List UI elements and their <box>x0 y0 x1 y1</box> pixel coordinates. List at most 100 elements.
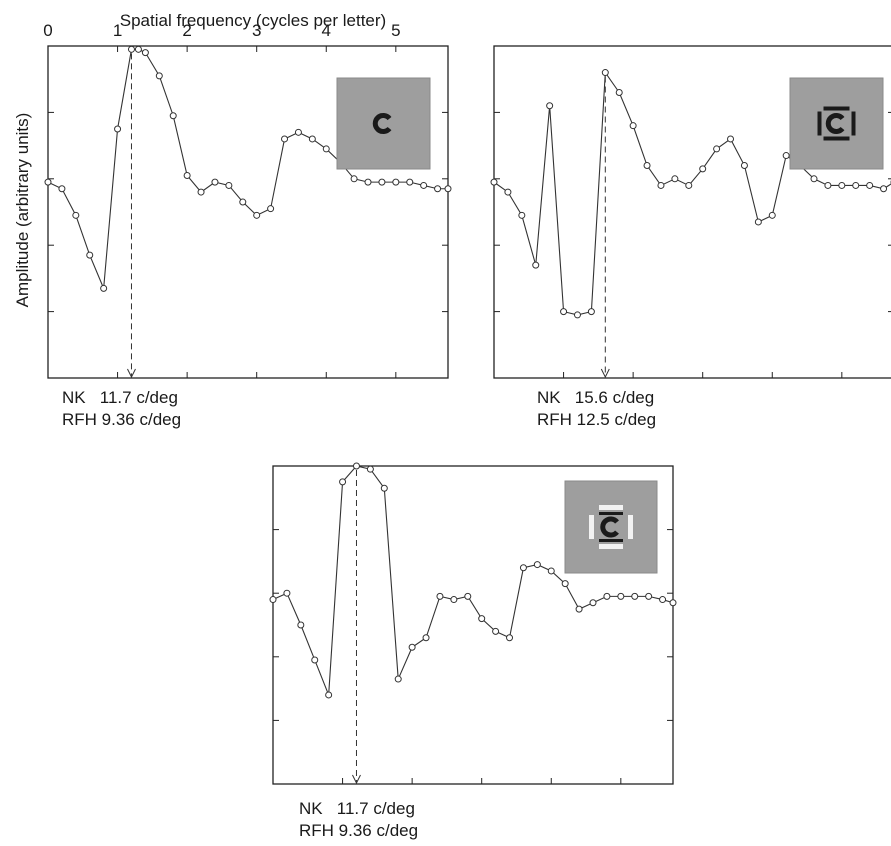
data-point <box>631 592 639 600</box>
x-tick-label: 3 <box>252 21 261 40</box>
data-point <box>866 181 874 189</box>
x-tick-label: 1 <box>113 21 122 40</box>
data-point <box>685 181 693 189</box>
data-point <box>394 675 402 683</box>
data-point <box>713 145 721 153</box>
y-axis-label: Amplitude (arbitrary units) <box>13 113 32 308</box>
x-tick-label: 5 <box>391 21 400 40</box>
flanker-top <box>599 505 623 510</box>
data-point <box>364 178 372 186</box>
data-point <box>322 145 330 153</box>
chart-panel-top-left: 0 1 2 3 4 5 NK 11.7 c/deg RFH 9.36 c/deg <box>43 21 452 429</box>
flanker-bottom <box>823 136 850 141</box>
plot-frame <box>493 45 891 379</box>
data-point <box>406 178 414 186</box>
x-tick-label: 4 <box>322 21 331 40</box>
data-point <box>560 308 568 316</box>
inner-bar-bottom <box>599 539 623 542</box>
data-point <box>297 621 305 629</box>
data-point <box>350 175 358 183</box>
peak-arrow-head <box>352 774 361 785</box>
flanker-right <box>628 515 633 539</box>
annotation-line: NK 11.7 c/deg <box>299 799 415 818</box>
top-axis-label: Spatial frequency (cycles per letter) <box>120 11 386 30</box>
data-point <box>380 484 388 492</box>
letter-c-glyph <box>372 113 392 134</box>
data-point <box>615 88 623 96</box>
chart-panel-top-right: NK 15.6 c/deg RFH 12.5 c/deg <box>490 45 891 429</box>
data-point <box>532 261 540 269</box>
data-point <box>366 465 374 473</box>
data-point <box>197 188 205 196</box>
stimulus-background <box>336 77 431 170</box>
data-point <box>838 181 846 189</box>
data-point <box>434 185 442 193</box>
data-point <box>155 72 163 80</box>
data-point <box>392 178 400 186</box>
inner-bar-top <box>599 512 623 515</box>
data-point <box>239 198 247 206</box>
data-point <box>464 592 472 600</box>
annotation-line: NK 15.6 c/deg <box>537 388 654 407</box>
data-point <box>339 478 347 486</box>
data-point <box>573 311 581 319</box>
data-point <box>127 45 135 53</box>
data-point <box>281 135 289 143</box>
data-point <box>657 181 665 189</box>
data-point <box>768 211 776 219</box>
data-point <box>603 592 611 600</box>
data-point <box>422 634 430 642</box>
data-point <box>444 185 452 193</box>
data-point <box>617 592 625 600</box>
stimulus-letter-c-alone-icon <box>336 77 431 170</box>
data-point <box>754 218 762 226</box>
data-point <box>669 599 677 607</box>
chart-panel-bottom-center: NK 11.7 c/deg RFH 9.36 c/deg <box>269 462 677 840</box>
plot-frame <box>272 465 674 785</box>
annotation-line: RFH 9.36 c/deg <box>62 410 181 429</box>
data-point <box>294 128 302 136</box>
data-point <box>378 178 386 186</box>
data-point <box>134 45 142 53</box>
data-point <box>311 656 319 664</box>
data-point <box>645 592 653 600</box>
stimulus-background <box>789 77 884 170</box>
flanker-top <box>823 106 850 111</box>
data-point <box>547 567 555 575</box>
stimulus-letter-c-with-flankers-icon <box>789 77 884 170</box>
panels-group: 0 1 2 3 4 5 NK 11.7 c/deg RFH 9.36 c/deg NK 15.6… <box>43 21 891 840</box>
data-point <box>504 188 512 196</box>
data-point <box>643 162 651 170</box>
data-point <box>183 171 191 179</box>
stimulus-letter-c-with-thin-flankers-icon <box>564 480 658 574</box>
data-point <box>267 205 275 213</box>
data-point <box>587 308 595 316</box>
data-point <box>629 122 637 130</box>
data-point <box>211 178 219 186</box>
data-point <box>518 211 526 219</box>
data-point <box>490 178 498 186</box>
data-point <box>852 181 860 189</box>
data-point <box>114 125 122 133</box>
plot-frame <box>47 45 449 379</box>
data-point <box>58 185 66 193</box>
data-point <box>824 181 832 189</box>
data-point <box>253 211 261 219</box>
data-point <box>72 211 80 219</box>
data-point <box>44 178 52 186</box>
data-point <box>519 564 527 572</box>
data-point <box>141 49 149 57</box>
data-point <box>782 152 790 160</box>
data-point <box>740 162 748 170</box>
data-point <box>492 627 500 635</box>
data-point <box>308 135 316 143</box>
peak-arrow-head <box>600 368 610 379</box>
letter-c-glyph <box>825 113 845 134</box>
data-point <box>352 462 360 470</box>
flanker-right <box>851 111 856 136</box>
data-point <box>533 561 541 569</box>
annotation-line: RFH 9.36 c/deg <box>299 821 418 840</box>
data-point <box>169 112 177 120</box>
data-point <box>408 643 416 651</box>
